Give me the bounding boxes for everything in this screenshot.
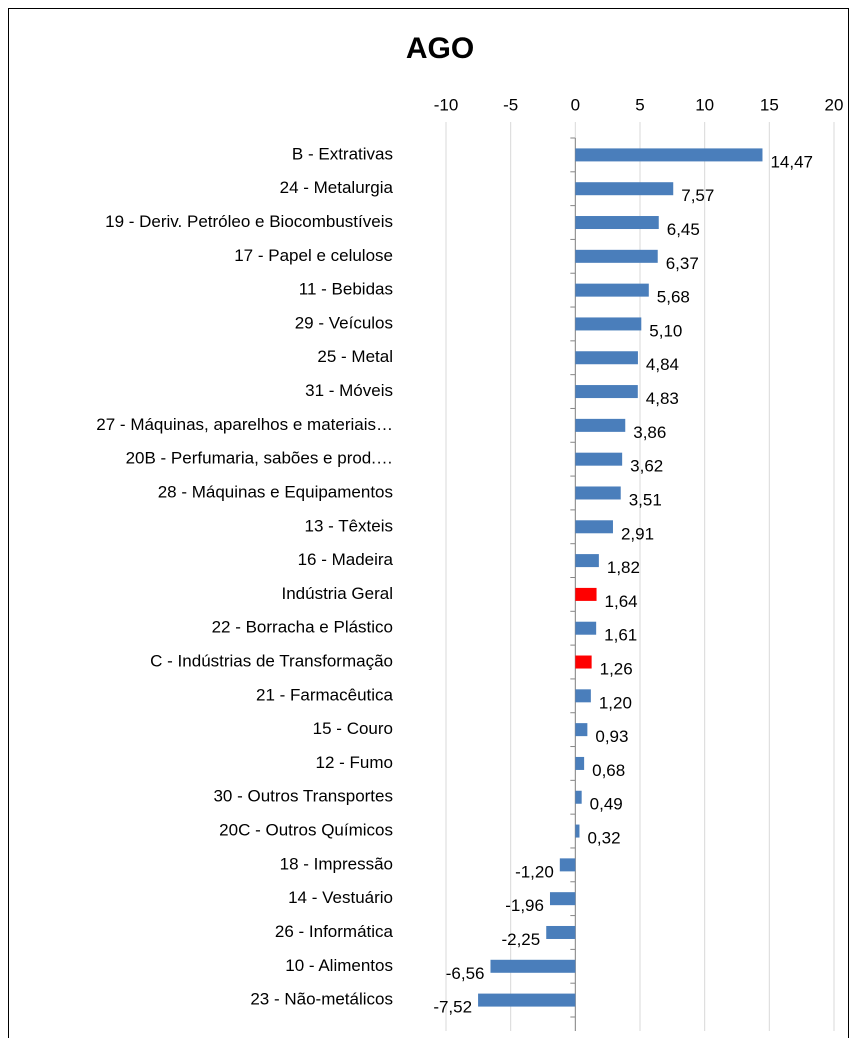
x-tick-label: 5	[635, 95, 644, 114]
bar	[478, 993, 576, 1007]
x-tick-label: -10	[434, 95, 459, 114]
value-label: 7,57	[681, 186, 714, 205]
bar	[575, 216, 659, 230]
bar	[575, 148, 763, 162]
y-tick-label: 13 - Têxteis	[304, 516, 393, 535]
value-label: 3,62	[630, 457, 663, 476]
y-tick-label: C - Indústrias de Transformação	[150, 652, 393, 671]
y-tick-label: 12 - Fumo	[316, 753, 393, 772]
y-tick-label: 31 - Móveis	[305, 381, 393, 400]
y-tick-label: 22 - Borracha e Plástico	[212, 618, 393, 637]
bar	[575, 621, 597, 635]
y-tick-label: 24 - Metalurgia	[280, 178, 394, 197]
y-tick-label: 28 - Máquinas e Equipamentos	[158, 482, 393, 501]
x-tick-label: 20	[825, 95, 844, 114]
bar	[575, 689, 591, 703]
value-label: 1,26	[600, 660, 633, 679]
y-tick-label: 26 - Informática	[275, 922, 394, 941]
bar	[575, 587, 597, 601]
value-label: 0,49	[590, 795, 623, 814]
chart-title: AGO	[406, 32, 474, 65]
bar	[575, 655, 592, 669]
value-label: 3,86	[633, 423, 666, 442]
value-label: 2,91	[621, 524, 654, 543]
y-tick-label: B - Extrativas	[292, 144, 393, 163]
value-label: -1,20	[515, 862, 554, 881]
y-tick-label: 29 - Veículos	[295, 313, 393, 332]
y-tick-label: 21 - Farmacêutica	[256, 685, 394, 704]
y-tick-label: 20B - Perfumaria, sabões e prod.…	[126, 449, 393, 468]
chart-frame	[8, 8, 849, 1038]
bar	[575, 723, 588, 737]
value-label: 4,83	[646, 389, 679, 408]
value-label: 1,82	[607, 558, 640, 577]
value-label: 6,37	[666, 254, 699, 273]
value-label: -1,96	[505, 896, 544, 915]
value-label: 0,68	[592, 761, 625, 780]
value-label: 5,10	[649, 321, 682, 340]
y-tick-label: 25 - Metal	[317, 347, 393, 366]
x-tick-label: -5	[503, 95, 518, 114]
value-label: 14,47	[770, 152, 813, 171]
value-label: 0,32	[587, 829, 620, 848]
bar	[575, 317, 642, 331]
y-tick-label: 15 - Couro	[313, 719, 393, 738]
value-label: 4,84	[646, 355, 679, 374]
value-label: 0,93	[595, 727, 628, 746]
x-tick-label: 0	[571, 95, 580, 114]
value-label: 3,51	[629, 490, 662, 509]
y-tick-label: 20C - Outros Químicos	[219, 821, 393, 840]
y-tick-label: 23 - Não-metálicos	[250, 990, 393, 1009]
value-label: 5,68	[657, 288, 690, 307]
value-label: 1,64	[605, 592, 638, 611]
bar	[575, 249, 658, 263]
x-tick-label: 15	[760, 95, 779, 114]
bar	[575, 351, 638, 365]
bar	[575, 520, 613, 534]
bar	[575, 385, 638, 399]
bar	[575, 824, 580, 838]
x-tick-label: 10	[695, 95, 714, 114]
value-label: 1,61	[604, 626, 637, 645]
bar	[575, 182, 674, 196]
y-tick-label: 11 - Bebidas	[299, 280, 393, 299]
bar	[575, 790, 582, 804]
bar	[575, 486, 621, 500]
bar	[546, 925, 576, 939]
bar	[559, 858, 576, 872]
y-tick-label: 14 - Vestuário	[288, 888, 393, 907]
y-tick-label: 30 - Outros Transportes	[213, 787, 393, 806]
y-tick-label: 18 - Impressão	[280, 854, 393, 873]
value-label: -7,52	[433, 998, 472, 1017]
y-tick-label: 27 - Máquinas, aparelhos e materiais…	[96, 415, 393, 434]
value-label: -6,56	[446, 964, 485, 983]
bar	[575, 283, 649, 297]
bar	[575, 452, 623, 466]
value-label: -2,25	[501, 930, 540, 949]
value-label: 6,45	[667, 220, 700, 239]
bar	[575, 756, 585, 770]
y-tick-label: 10 - Alimentos	[285, 956, 393, 975]
y-tick-label: Indústria Geral	[282, 584, 394, 603]
bar	[575, 418, 626, 432]
bar	[575, 554, 599, 568]
bar	[490, 959, 576, 973]
bar	[549, 892, 576, 906]
y-tick-label: 19 - Deriv. Petróleo e Biocombustíveis	[105, 212, 393, 231]
y-tick-label: 17 - Papel e celulose	[234, 246, 393, 265]
y-tick-label: 16 - Madeira	[298, 550, 394, 569]
value-label: 1,20	[599, 693, 632, 712]
